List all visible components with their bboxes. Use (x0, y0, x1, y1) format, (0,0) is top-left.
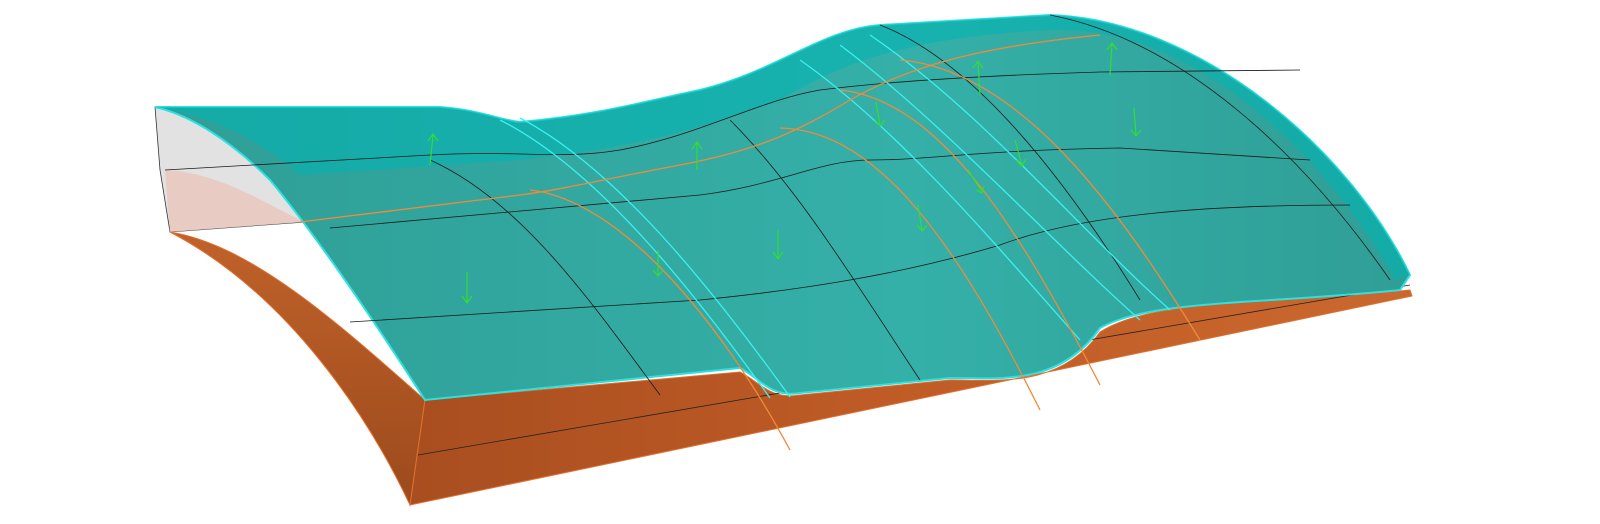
end-face-tint (165, 170, 305, 232)
wire-lines (164, 14, 1391, 396)
normal-arrows (427, 41, 1142, 305)
cyan-lines (499, 34, 1171, 399)
orange-lines (299, 34, 1201, 451)
back-band (155, 15, 1410, 280)
